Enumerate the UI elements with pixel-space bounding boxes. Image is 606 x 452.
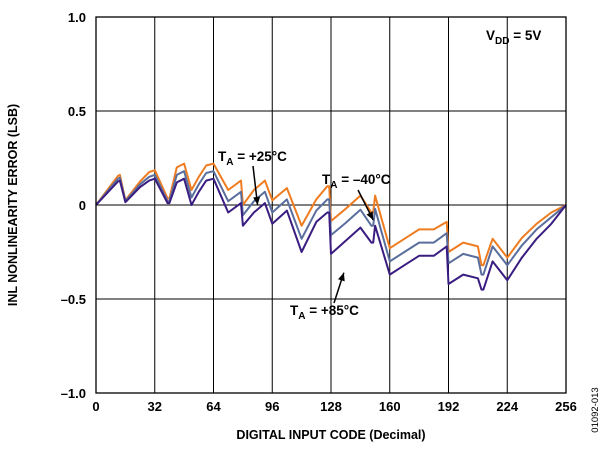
x-tick-label: 160 <box>379 399 401 414</box>
x-tick-label: 256 <box>555 399 577 414</box>
y-tick-label: 0 <box>79 198 86 213</box>
y-tick-labels: 1.0 0.5 0 –0.5 –1.0 <box>61 10 86 401</box>
y-axis-title: INL NONLINEARITY ERROR (LSB) <box>6 104 20 306</box>
y-tick-label: 1.0 <box>68 10 86 25</box>
x-tick-labels: 0 32 64 96 128 160 192 224 256 <box>92 399 576 414</box>
y-tick-label: –0.5 <box>61 292 86 307</box>
x-tick-label: 192 <box>438 399 460 414</box>
x-tick-label: 224 <box>496 399 518 414</box>
annotation-arrowhead <box>253 196 261 205</box>
series-line <box>95 177 567 291</box>
annotation-label: TA = –40°C <box>322 172 391 191</box>
plot-frame <box>95 16 567 394</box>
series-line <box>95 162 567 267</box>
annotation-arrowhead <box>366 211 374 221</box>
x-axis-title: DIGITAL INPUT CODE (Decimal) <box>236 428 425 442</box>
annotation-label: TA = +85°C <box>290 303 359 322</box>
y-tick-label: 0.5 <box>68 104 86 119</box>
x-tick-label: 128 <box>320 399 342 414</box>
annotation-label: VDD = 5V <box>486 28 541 47</box>
y-tick-label: –1.0 <box>61 386 86 401</box>
x-tick-label: 32 <box>148 399 162 414</box>
annotation-label: TA = +25°C <box>218 149 287 168</box>
figure-id: 01092-013 <box>590 387 601 432</box>
x-tick-label: 96 <box>265 399 279 414</box>
annotations: TA = +25°C TA = –40°C TA = +85°C VDD = 5V <box>218 28 541 322</box>
x-tick-label: 0 <box>92 399 99 414</box>
x-tick-label: 64 <box>206 399 221 414</box>
series-lines <box>95 162 567 291</box>
annotation-arrowhead <box>338 272 345 282</box>
